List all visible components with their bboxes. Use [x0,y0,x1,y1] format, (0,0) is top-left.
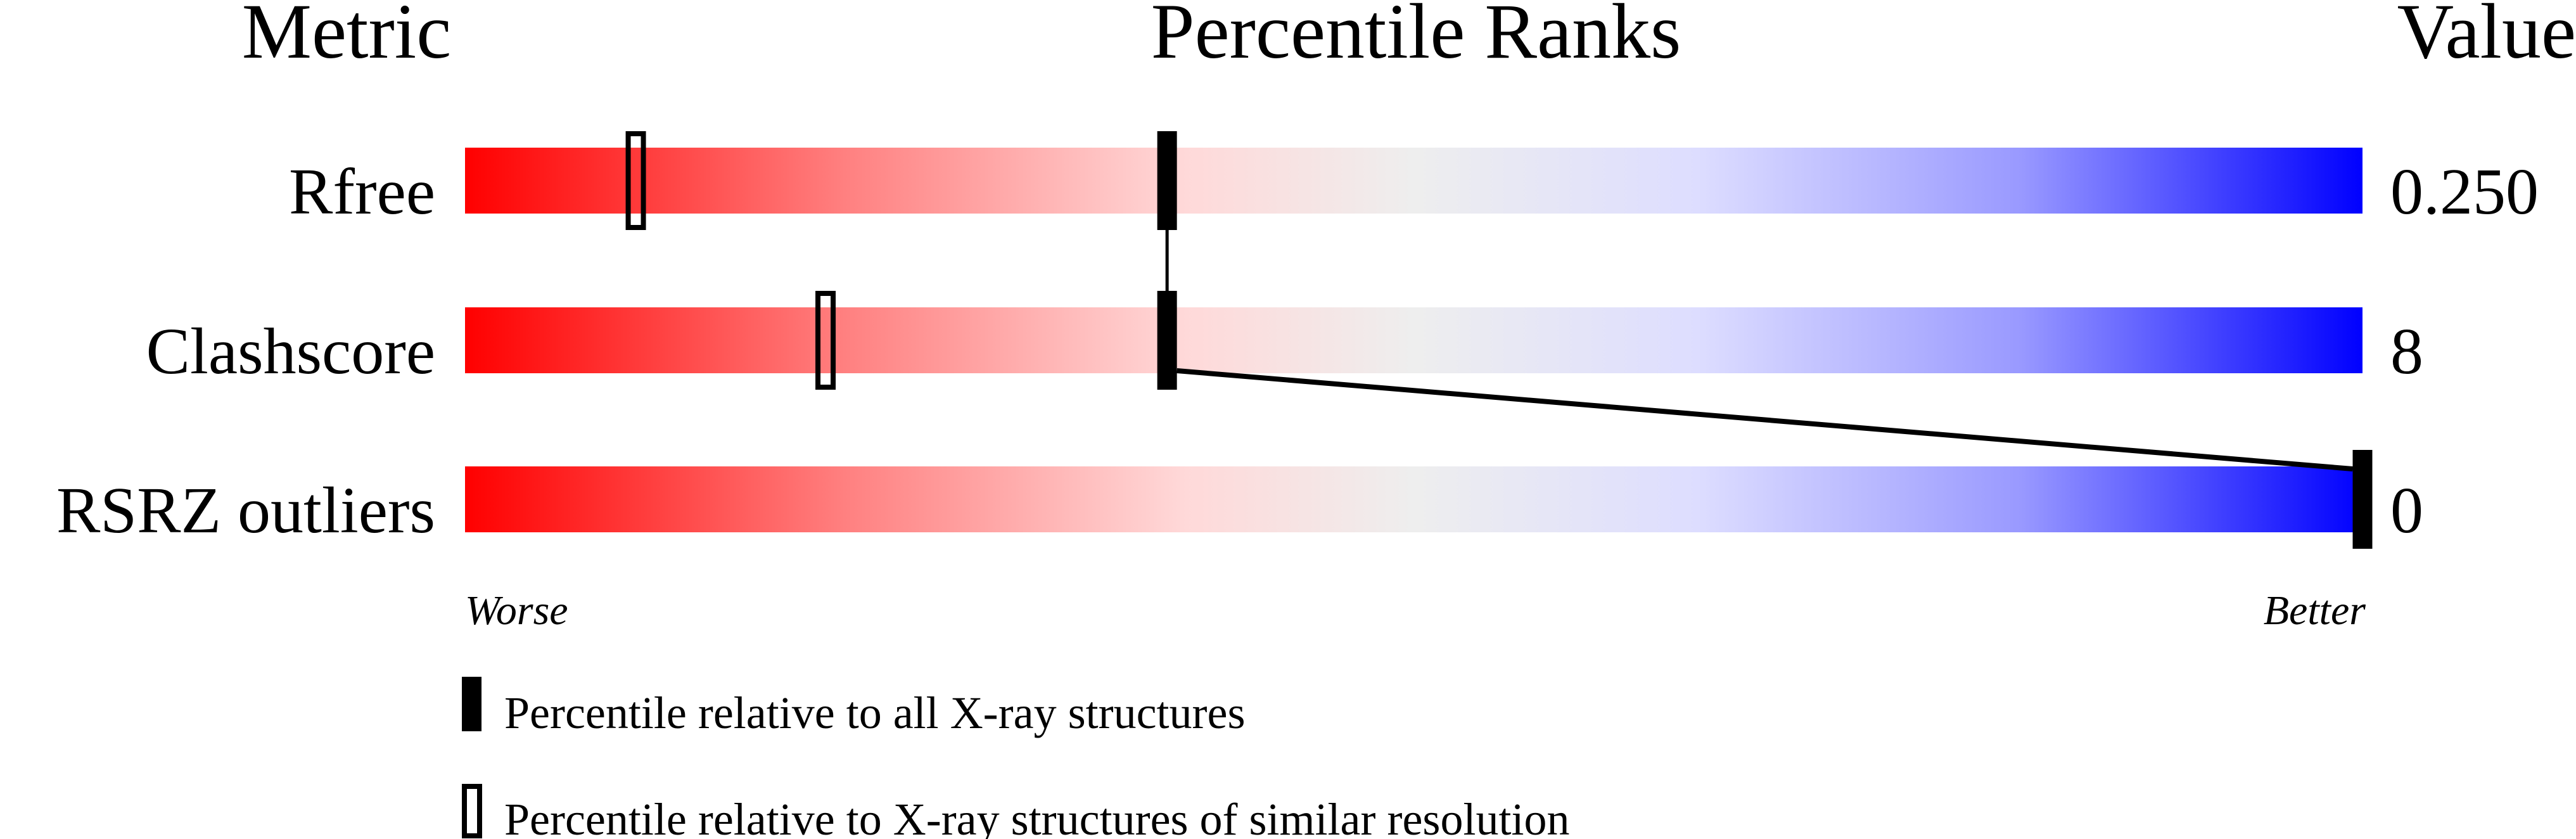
metric-value-rfree: 0.250 [2390,155,2539,228]
better-label: Better [2264,587,2366,634]
connector-line [1176,368,2353,471]
bar-clashscore [465,307,2362,373]
header-metric: Metric [242,0,452,75]
worse-label: Worse [465,587,568,634]
metric-value-clashscore: 8 [2390,315,2423,388]
metric-label-rfree: Rfree [289,155,435,228]
legend-filled-label: Percentile relative to all X-ray structu… [504,688,1246,738]
marker-similar-clashscore [815,291,836,390]
header-percentile-ranks: Percentile Ranks [1151,0,1681,75]
legend-open-marker [462,784,482,838]
marker-all-clashscore [1157,291,1177,390]
legend-open-label: Percentile relative to X-ray structures … [504,794,1569,839]
header-value: Value [2397,0,2576,75]
metric-value-rsrz-outliers: 0 [2390,474,2423,547]
bar-rfree [465,148,2362,214]
metric-label-clashscore: Clashscore [146,315,435,388]
legend-filled-marker [462,677,481,731]
marker-all-rfree [1157,131,1177,230]
bar-rsrz-outliers [465,466,2362,532]
metric-label-rsrz-outliers: RSRZ outliers [56,474,435,547]
marker-all-rsrz-outliers [2352,450,2373,549]
marker-similar-rfree [625,131,646,230]
